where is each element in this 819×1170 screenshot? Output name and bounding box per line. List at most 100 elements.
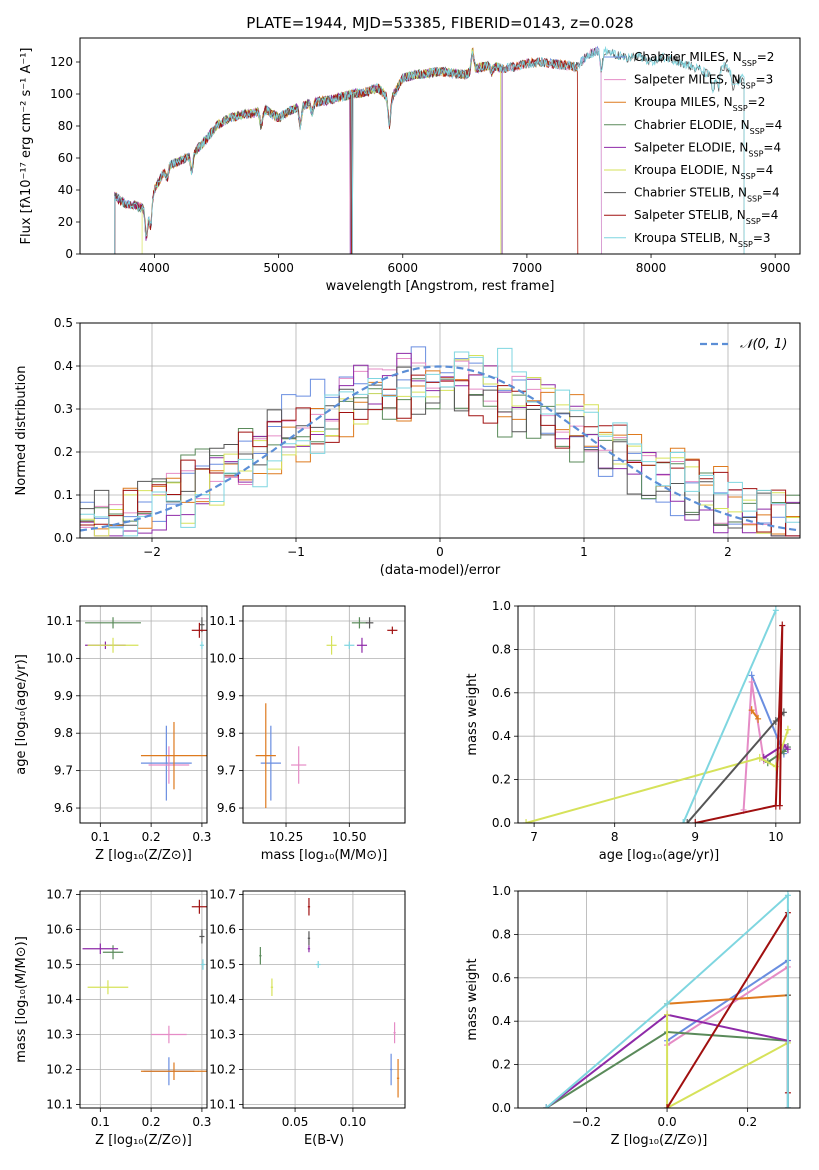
y-tick-label: 0.4 — [54, 359, 73, 373]
spectrum-line-salpeter-stelib — [114, 53, 579, 254]
legend-label-salpeter-elodie: Salpeter ELODIE, NSSP=4 — [634, 140, 781, 158]
weight-line-kroupa-stelib — [545, 893, 789, 1108]
x-tick-label: 0.1 — [91, 830, 110, 844]
panel-mass-vs-ebv: 0.05 0.10 10.1 10.2 10.3 10.4 10.5 10.6 10.7 E(B-… — [209, 888, 406, 1148]
y-tick-label: 0.2 — [54, 445, 73, 459]
y-tick-label: 1.0 — [492, 884, 511, 898]
x-tick-label: 0.2 — [142, 1115, 161, 1129]
plot-frame — [79, 37, 801, 255]
y-axis-label: age [log₁₀(age/yr)] — [14, 654, 29, 775]
page-title: PLATE=1944, MJD=53385, FIBERID=0143, z=0… — [246, 14, 633, 32]
y-tick-label: 10.3 — [46, 1028, 73, 1042]
plot-area — [82, 899, 207, 1086]
y-tick-label: 0.4 — [492, 729, 511, 743]
y-tick-label: 100 — [50, 87, 73, 101]
panel-age-vs-z: 0.1 0.2 0.3 9.6 9.7 9.8 9.9 10.0 10.1 Z [log₁₀(Z/… — [14, 605, 211, 863]
x-tick-label: 0.10 — [340, 1115, 367, 1129]
legend-label-chabrier-elodie: Chabrier ELODIE, NSSP=4 — [634, 118, 782, 136]
y-tick-label: 0.8 — [492, 642, 511, 656]
x-tick-label: 10 — [768, 830, 783, 844]
weight-line-kroupa-stelib — [682, 609, 777, 823]
y-tick-label: 0.2 — [492, 773, 511, 787]
y-tick-label: 10.6 — [46, 923, 73, 937]
x-tick-label: 0.3 — [192, 1115, 211, 1129]
weight-line-kroupa-miles — [750, 709, 759, 720]
spectrum-line-salpeter-elodie — [114, 53, 503, 254]
x-axis-label: age [log₁₀(age/yr)] — [599, 848, 720, 863]
x-tick-label: −2 — [143, 545, 161, 559]
y-tick-label: 0.5 — [54, 316, 73, 330]
spectrum-line-kroupa-miles — [114, 47, 579, 254]
plot-area — [80, 346, 800, 537]
x-tick-label: 0.05 — [282, 1115, 309, 1129]
panel-age-vs-mass: 10.25 10.50 9.6 9.7 9.8 9.9 10.0 10.1 mass [log₁… — [209, 605, 406, 863]
legend-label-kroupa-elodie: Kroupa ELODIE, NSSP=4 — [634, 163, 773, 181]
y-tick-label: 10.2 — [46, 1063, 73, 1077]
legend-label-normal: 𝒩(0, 1) — [740, 337, 787, 352]
y-tick-label: 10.2 — [209, 1063, 236, 1077]
x-tick-label: 0.1 — [91, 1115, 110, 1129]
y-tick-label: 10.0 — [46, 651, 73, 665]
y-tick-label: 9.6 — [217, 801, 236, 815]
legend-label-kroupa-miles: Kroupa MILES, NSSP=2 — [634, 95, 765, 113]
y-tick-label: 0.2 — [492, 1058, 511, 1072]
y-tick-label: 10.5 — [46, 958, 73, 972]
x-axis-label: wavelength [Angstrom, rest frame] — [326, 279, 555, 294]
y-tick-label: 10.1 — [209, 614, 236, 628]
x-tick-label: 5000 — [263, 261, 294, 275]
plot-frame — [517, 890, 801, 1109]
y-axis-label: Flux [fλ10⁻¹⁷ erg cm⁻² s⁻¹ A⁻¹] — [19, 48, 34, 245]
y-tick-label: 10.1 — [46, 1098, 73, 1112]
y-axis-label: mass [log₁₀(M/M⊙)] — [14, 936, 29, 1063]
y-tick-label: 20 — [58, 215, 73, 229]
spectrum-line-salpeter-miles — [114, 46, 602, 254]
y-tick-label: 0 — [65, 247, 73, 261]
x-axis-label: Z [log₁₀(Z/Z⊙)] — [611, 1133, 708, 1148]
y-tick-label: 0.8 — [492, 927, 511, 941]
legend-label-kroupa-stelib: Kroupa STELIB, NSSP=3 — [634, 231, 771, 249]
y-axis-label: mass weight — [465, 673, 480, 755]
panel-weight-vs-z: −0.2 0.0 0.2 0.0 0.2 0.4 0.6 0.8 1.0 Z [log₁₀(Z/Z… — [465, 884, 801, 1148]
legend-label-salpeter-stelib: Salpeter STELIB, NSSP=4 — [634, 208, 778, 226]
x-axis-label: Z [log₁₀(Z/Z⊙)] — [95, 848, 192, 863]
y-tick-label: 10.1 — [209, 1098, 236, 1112]
plot-frame — [79, 322, 801, 539]
x-axis-label: E(B-V) — [304, 1133, 344, 1148]
histogram-kroupa-stelib — [80, 347, 800, 537]
plot-area — [523, 606, 791, 823]
y-tick-label: 10.4 — [46, 993, 73, 1007]
plot-frame — [242, 890, 406, 1109]
y-tick-label: 10.6 — [209, 923, 236, 937]
weight-line-kroupa-miles — [667, 994, 788, 1005]
x-axis-label: Z [log₁₀(Z/Z⊙)] — [95, 1133, 192, 1148]
plot-frame — [242, 605, 406, 824]
plot-frame — [79, 605, 208, 824]
panel-mass-vs-z: 0.1 0.2 0.3 10.1 10.2 10.3 10.4 10.5 10.6 10.7 Z [… — [14, 888, 211, 1149]
x-tick-label: 7 — [530, 830, 538, 844]
y-tick-label: 10.5 — [209, 958, 236, 972]
panel-spectrum: 4000 5000 6000 7000 8000 9000 0 20 40 60 80 100 120 w… — [19, 37, 801, 294]
panel-weight-vs-age: 7 8 9 10 0.0 0.2 0.4 0.6 0.8 1.0 age [log₁₀(age/yr… — [465, 599, 801, 863]
x-tick-label: 9 — [691, 830, 699, 844]
panel-residuals: −2 −1 0 1 2 0.0 0.1 0.2 0.3 0.4 0.5 (data-model)/er… — [14, 316, 801, 578]
y-tick-label: 10.7 — [46, 888, 73, 902]
y-tick-label: 0.6 — [492, 971, 511, 985]
x-axis-label: (data-model)/error — [380, 563, 501, 578]
y-tick-label: 80 — [58, 119, 73, 133]
y-tick-label: 0.0 — [492, 816, 511, 830]
y-tick-label: 10.4 — [209, 993, 236, 1007]
weight-line-salpeter-stelib — [666, 909, 789, 1108]
y-tick-label: 0.0 — [492, 1101, 511, 1115]
y-tick-label: 9.8 — [217, 726, 236, 740]
y-tick-label: 0.3 — [54, 402, 73, 416]
x-tick-label: 7000 — [512, 261, 543, 275]
plot-area — [85, 617, 207, 801]
y-tick-label: 9.6 — [54, 801, 73, 815]
legend-label-chabrier-miles: Chabrier MILES, NSSP=2 — [634, 50, 774, 68]
weight-line-salpeter-miles — [666, 966, 789, 1046]
x-tick-label: −1 — [287, 545, 305, 559]
plot-area — [114, 45, 745, 254]
spectrum-line-chabrier-miles — [114, 45, 602, 254]
y-tick-label: 0.6 — [492, 686, 511, 700]
y-tick-label: 9.9 — [54, 689, 73, 703]
